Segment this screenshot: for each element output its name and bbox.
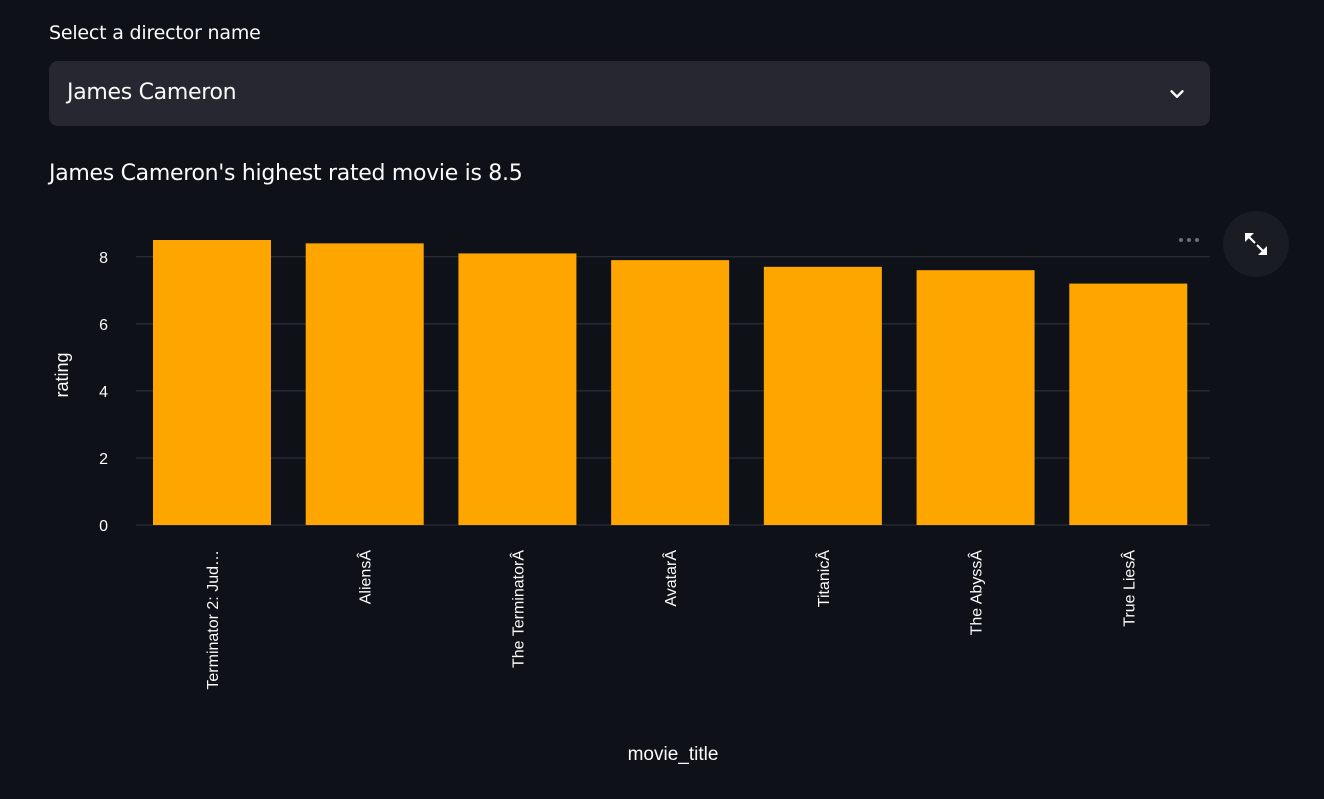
expand-icon	[1245, 233, 1267, 255]
rating-bar-chart: 0 2 4 6 8 Terminator 2: Jud… AliensÂ The Termi…	[0, 200, 1324, 799]
chevron-down-icon	[1170, 90, 1184, 98]
bar[interactable]	[1069, 283, 1188, 525]
x-tick-label: The AbyssÂ	[967, 550, 986, 636]
x-axis-label: movie_title	[628, 744, 719, 765]
y-tick-label: 4	[99, 384, 108, 401]
x-tick-labels: Terminator 2: Jud… AliensÂ The TerminatorÂ…	[205, 550, 1138, 690]
y-tick-label: 8	[99, 250, 108, 267]
highest-rated-text: James Cameron's highest rated movie is 8…	[49, 161, 523, 186]
chart-svg: 0 2 4 6 8 Terminator 2: Jud… AliensÂ The Termi…	[52, 240, 1210, 765]
bar[interactable]	[611, 260, 730, 525]
bar[interactable]	[305, 243, 424, 525]
x-tick-label: The TerminatorÂ	[508, 550, 527, 668]
y-tick-label: 0	[99, 518, 108, 535]
more-horizontal-icon[interactable]	[1176, 233, 1202, 247]
director-select-label: Select a director name	[49, 22, 261, 44]
director-select-value: James Cameron	[67, 80, 237, 105]
y-tick-label: 6	[99, 317, 108, 334]
director-select[interactable]: James Cameron	[49, 61, 1210, 126]
fullscreen-button[interactable]	[1223, 211, 1289, 277]
y-tick-labels: 0 2 4 6 8	[99, 250, 108, 535]
y-tick-label: 2	[99, 451, 108, 468]
x-tick-label: TitanicÂ	[814, 550, 833, 608]
bars	[153, 240, 1188, 525]
bar[interactable]	[916, 270, 1035, 525]
bar[interactable]	[153, 240, 271, 525]
bar[interactable]	[763, 266, 882, 525]
x-tick-label: Terminator 2: Jud…	[205, 550, 222, 690]
bar[interactable]	[458, 253, 577, 525]
x-tick-label: AvatarÂ	[661, 550, 680, 607]
y-axis-label: rating	[52, 352, 72, 397]
x-tick-label: AliensÂ	[356, 550, 375, 605]
x-tick-label: True LiesÂ	[1119, 550, 1138, 627]
